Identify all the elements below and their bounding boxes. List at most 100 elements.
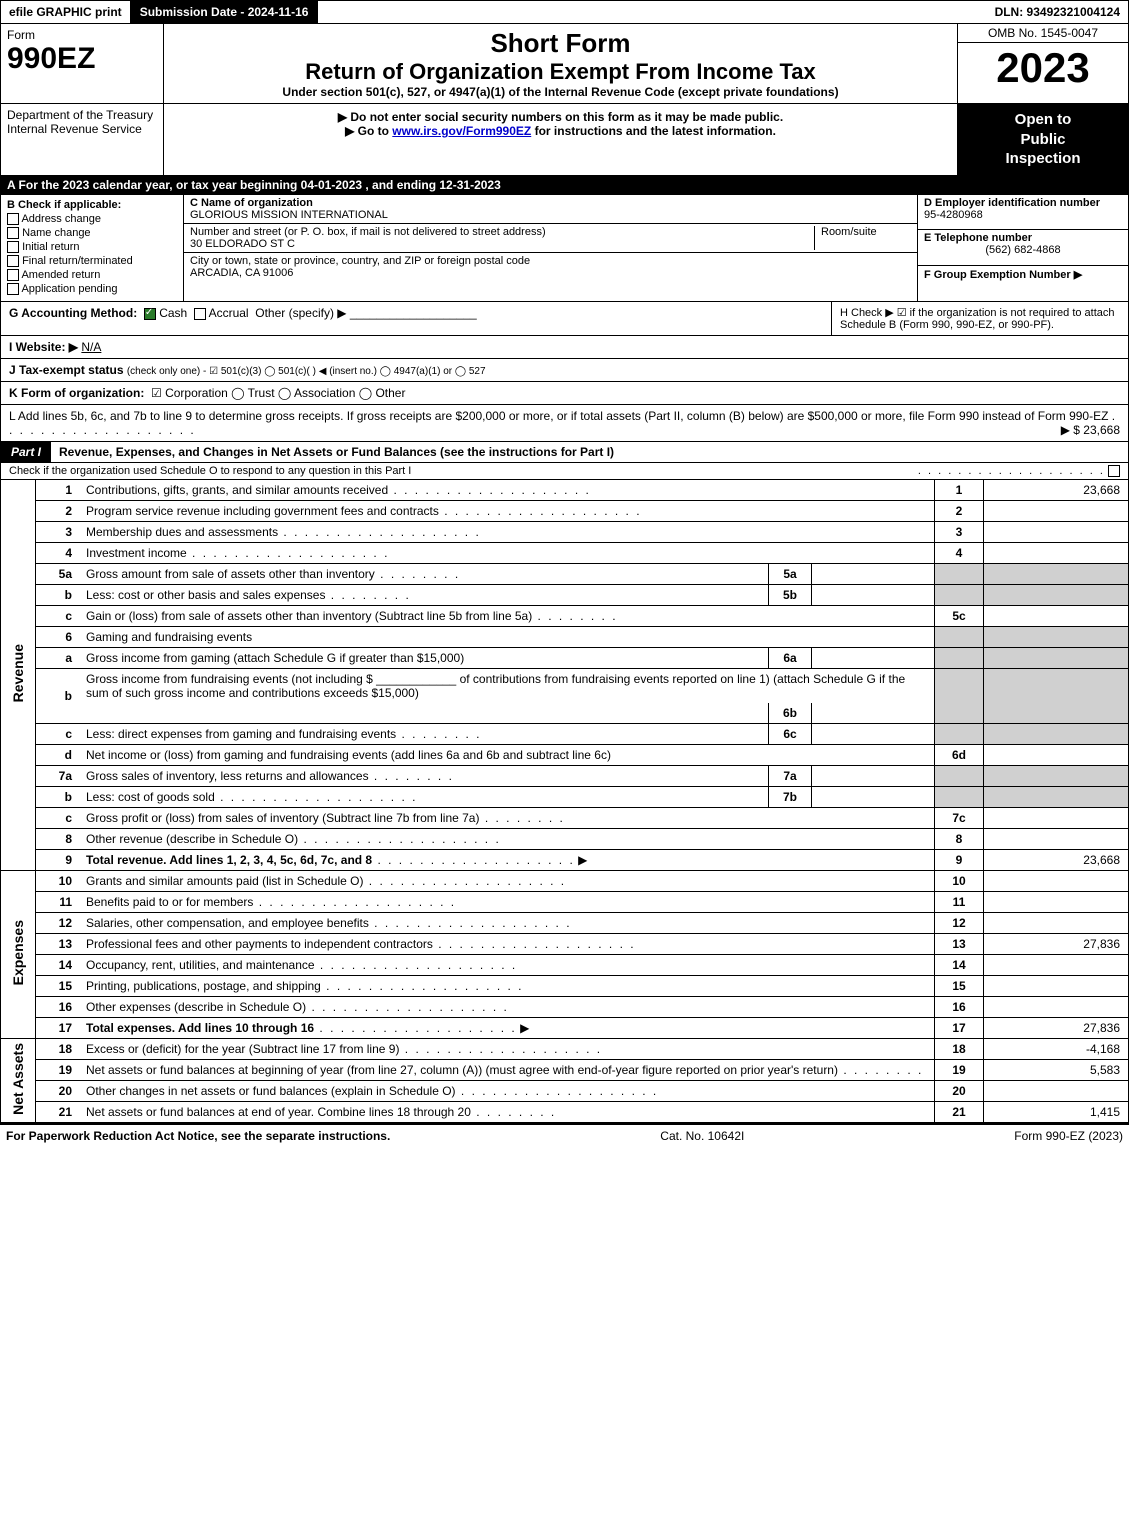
line-17: 17Total expenses. Add lines 10 through 1… bbox=[1, 1018, 1129, 1039]
box-def: D Employer identification number 95-4280… bbox=[917, 195, 1128, 302]
phone-label: E Telephone number bbox=[924, 232, 1032, 244]
line-4: 4Investment income 4 bbox=[1, 543, 1129, 564]
line-3: 3Membership dues and assessments 3 bbox=[1, 522, 1129, 543]
line-14-value bbox=[984, 955, 1129, 976]
line-5a: 5aGross amount from sale of assets other… bbox=[1, 564, 1129, 585]
line-5b: bLess: cost or other basis and sales exp… bbox=[1, 585, 1129, 606]
expenses-section-label: Expenses bbox=[10, 920, 26, 985]
line-17-desc: Total expenses. Add lines 10 through 16 bbox=[86, 1021, 314, 1035]
line-6a: aGross income from gaming (attach Schedu… bbox=[1, 648, 1129, 669]
org-name: GLORIOUS MISSION INTERNATIONAL bbox=[190, 209, 388, 221]
line-2-value bbox=[984, 501, 1129, 522]
inspection-3: Inspection bbox=[962, 149, 1124, 169]
cb-amended-return[interactable]: Amended return bbox=[7, 269, 177, 281]
line-16-desc: Other expenses (describe in Schedule O) bbox=[86, 1000, 306, 1014]
cb-final-return[interactable]: Final return/terminated bbox=[7, 255, 177, 267]
line-18-value: -4,168 bbox=[984, 1039, 1129, 1060]
line-13-value: 27,836 bbox=[984, 934, 1129, 955]
line-7c-value bbox=[984, 808, 1129, 829]
line-19-desc: Net assets or fund balances at beginning… bbox=[86, 1063, 838, 1077]
line-9-desc: Total revenue. Add lines 1, 2, 3, 4, 5c,… bbox=[86, 853, 372, 867]
efile-label: efile GRAPHIC print bbox=[1, 1, 130, 23]
line-5b-desc: Less: cost or other basis and sales expe… bbox=[86, 588, 325, 602]
line-20-desc: Other changes in net assets or fund bala… bbox=[86, 1084, 456, 1098]
line-6-desc: Gaming and fundraising events bbox=[86, 630, 252, 644]
short-form-title: Short Form bbox=[172, 28, 949, 59]
line-6d-value bbox=[984, 745, 1129, 766]
line-11: 11Benefits paid to or for members 11 bbox=[1, 892, 1129, 913]
line-16-value bbox=[984, 997, 1129, 1018]
part-i-tag: Part I bbox=[1, 442, 51, 462]
cb-app-label: Application pending bbox=[21, 283, 117, 295]
line-8-value bbox=[984, 829, 1129, 850]
line-j-label: J Tax-exempt status bbox=[9, 363, 124, 377]
cb-name-label: Name change bbox=[22, 227, 91, 239]
line-7a: 7aGross sales of inventory, less returns… bbox=[1, 766, 1129, 787]
cb-accrual[interactable] bbox=[194, 308, 206, 320]
cb-name-change[interactable]: Name change bbox=[7, 227, 177, 239]
cb-init-label: Initial return bbox=[22, 241, 79, 253]
header-right: OMB No. 1545-0047 2023 bbox=[957, 24, 1128, 103]
phone-value: (562) 682-4868 bbox=[924, 244, 1122, 256]
dln-label: DLN: 93492321004124 bbox=[987, 1, 1128, 23]
line-1: Revenue 1 Contributions, gifts, grants, … bbox=[1, 480, 1129, 501]
line-5a-desc: Gross amount from sale of assets other t… bbox=[86, 567, 375, 581]
inspection-box: Open to Public Inspection bbox=[957, 104, 1128, 175]
line-10-value bbox=[984, 871, 1129, 892]
line-6b-2: 6b bbox=[1, 703, 1129, 724]
line-l: L Add lines 5b, 6c, and 7b to line 9 to … bbox=[0, 405, 1129, 442]
line-j: J Tax-exempt status (check only one) - ☑… bbox=[0, 359, 1129, 382]
line-1-desc: Contributions, gifts, grants, and simila… bbox=[86, 483, 388, 497]
line-6d-desc: Net income or (loss) from gaming and fun… bbox=[86, 748, 611, 762]
city-label: City or town, state or province, country… bbox=[190, 255, 530, 267]
irs-link[interactable]: www.irs.gov/Form990EZ bbox=[392, 124, 531, 138]
line-18: Net Assets 18Excess or (deficit) for the… bbox=[1, 1039, 1129, 1060]
line-k-label: K Form of organization: bbox=[9, 386, 144, 400]
line-6d: dNet income or (loss) from gaming and fu… bbox=[1, 745, 1129, 766]
line-16: 16Other expenses (describe in Schedule O… bbox=[1, 997, 1129, 1018]
line-g: G Accounting Method: Cash Accrual Other … bbox=[1, 302, 831, 335]
dept-info: Department of the Treasury Internal Reve… bbox=[1, 104, 164, 175]
line-5c-desc: Gain or (loss) from sale of assets other… bbox=[86, 609, 532, 623]
line-12: 12Salaries, other compensation, and empl… bbox=[1, 913, 1129, 934]
cb-application-pending[interactable]: Application pending bbox=[7, 283, 177, 295]
line-21-desc: Net assets or fund balances at end of ye… bbox=[86, 1105, 471, 1119]
line-8-desc: Other revenue (describe in Schedule O) bbox=[86, 832, 298, 846]
line-20: 20Other changes in net assets or fund ba… bbox=[1, 1081, 1129, 1102]
org-name-label: C Name of organization bbox=[190, 197, 313, 209]
ein-value: 95-4280968 bbox=[924, 209, 983, 221]
line-7c-desc: Gross profit or (loss) from sales of inv… bbox=[86, 811, 479, 825]
line-20-value bbox=[984, 1081, 1129, 1102]
cb-cash[interactable] bbox=[144, 308, 156, 320]
room-label: Room/suite bbox=[821, 226, 877, 238]
accrual-label: Accrual bbox=[209, 306, 249, 320]
submission-date-button[interactable]: Submission Date - 2024-11-16 bbox=[130, 1, 321, 23]
city-value: ARCADIA, CA 91006 bbox=[190, 267, 293, 279]
cb-address-change[interactable]: Address change bbox=[7, 213, 177, 225]
box-c: C Name of organization GLORIOUS MISSION … bbox=[184, 195, 917, 302]
top-bar: efile GRAPHIC print Submission Date - 20… bbox=[0, 0, 1129, 24]
website-label: I Website: ▶ bbox=[9, 340, 78, 354]
form-number: 990EZ bbox=[7, 42, 157, 76]
part-i-header: Part I Revenue, Expenses, and Changes in… bbox=[0, 442, 1129, 463]
part-i-check-text: Check if the organization used Schedule … bbox=[9, 465, 411, 477]
line-9: 9Total revenue. Add lines 1, 2, 3, 4, 5c… bbox=[1, 850, 1129, 871]
line-10-desc: Grants and similar amounts paid (list in… bbox=[86, 874, 363, 888]
line-6c: cLess: direct expenses from gaming and f… bbox=[1, 724, 1129, 745]
cb-initial-return[interactable]: Initial return bbox=[7, 241, 177, 253]
form-word: Form bbox=[7, 28, 157, 42]
line-1-value: 23,668 bbox=[984, 480, 1129, 501]
netassets-section-label: Net Assets bbox=[10, 1043, 26, 1115]
line-h-text: H Check ▶ ☑ if the organization is not r… bbox=[840, 307, 1115, 331]
line-k: K Form of organization: ☑ Corporation ◯ … bbox=[0, 382, 1129, 405]
inspection-1: Open to bbox=[962, 110, 1124, 130]
line-11-desc: Benefits paid to or for members bbox=[86, 895, 253, 909]
line-2: 2Program service revenue including gover… bbox=[1, 501, 1129, 522]
revenue-section-label: Revenue bbox=[10, 644, 26, 702]
line-3-value bbox=[984, 522, 1129, 543]
line-18-desc: Excess or (deficit) for the year (Subtra… bbox=[86, 1042, 399, 1056]
instr2-pre: ▶ Go to bbox=[345, 124, 392, 138]
line-7a-desc: Gross sales of inventory, less returns a… bbox=[86, 769, 369, 783]
part-i-checkbox[interactable] bbox=[1108, 465, 1120, 477]
line-21: 21Net assets or fund balances at end of … bbox=[1, 1102, 1129, 1123]
